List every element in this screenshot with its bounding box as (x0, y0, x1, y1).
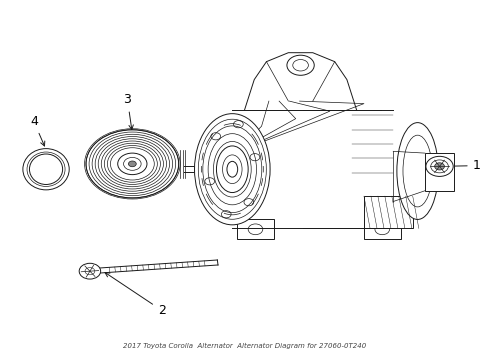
Ellipse shape (23, 149, 69, 190)
Circle shape (118, 153, 147, 175)
Text: 2017 Toyota Corolla  Alternator  Alternator Diagram for 27060-0T240: 2017 Toyota Corolla Alternator Alternato… (122, 343, 366, 349)
Bar (424, 153, 453, 191)
Text: 3: 3 (123, 94, 133, 130)
Text: 4: 4 (30, 115, 45, 146)
Ellipse shape (29, 154, 62, 184)
Bar (363, 196, 412, 228)
Ellipse shape (222, 155, 242, 184)
Circle shape (425, 156, 452, 176)
Circle shape (79, 263, 101, 279)
Circle shape (128, 161, 136, 167)
Ellipse shape (396, 123, 437, 220)
Ellipse shape (226, 161, 237, 177)
Text: 2: 2 (105, 273, 165, 317)
Ellipse shape (27, 152, 65, 186)
Ellipse shape (216, 146, 247, 193)
Circle shape (434, 163, 444, 170)
Bar (363, 220, 400, 239)
Ellipse shape (194, 114, 269, 225)
Circle shape (286, 55, 314, 75)
Bar (237, 220, 273, 239)
Text: 1: 1 (443, 159, 480, 172)
